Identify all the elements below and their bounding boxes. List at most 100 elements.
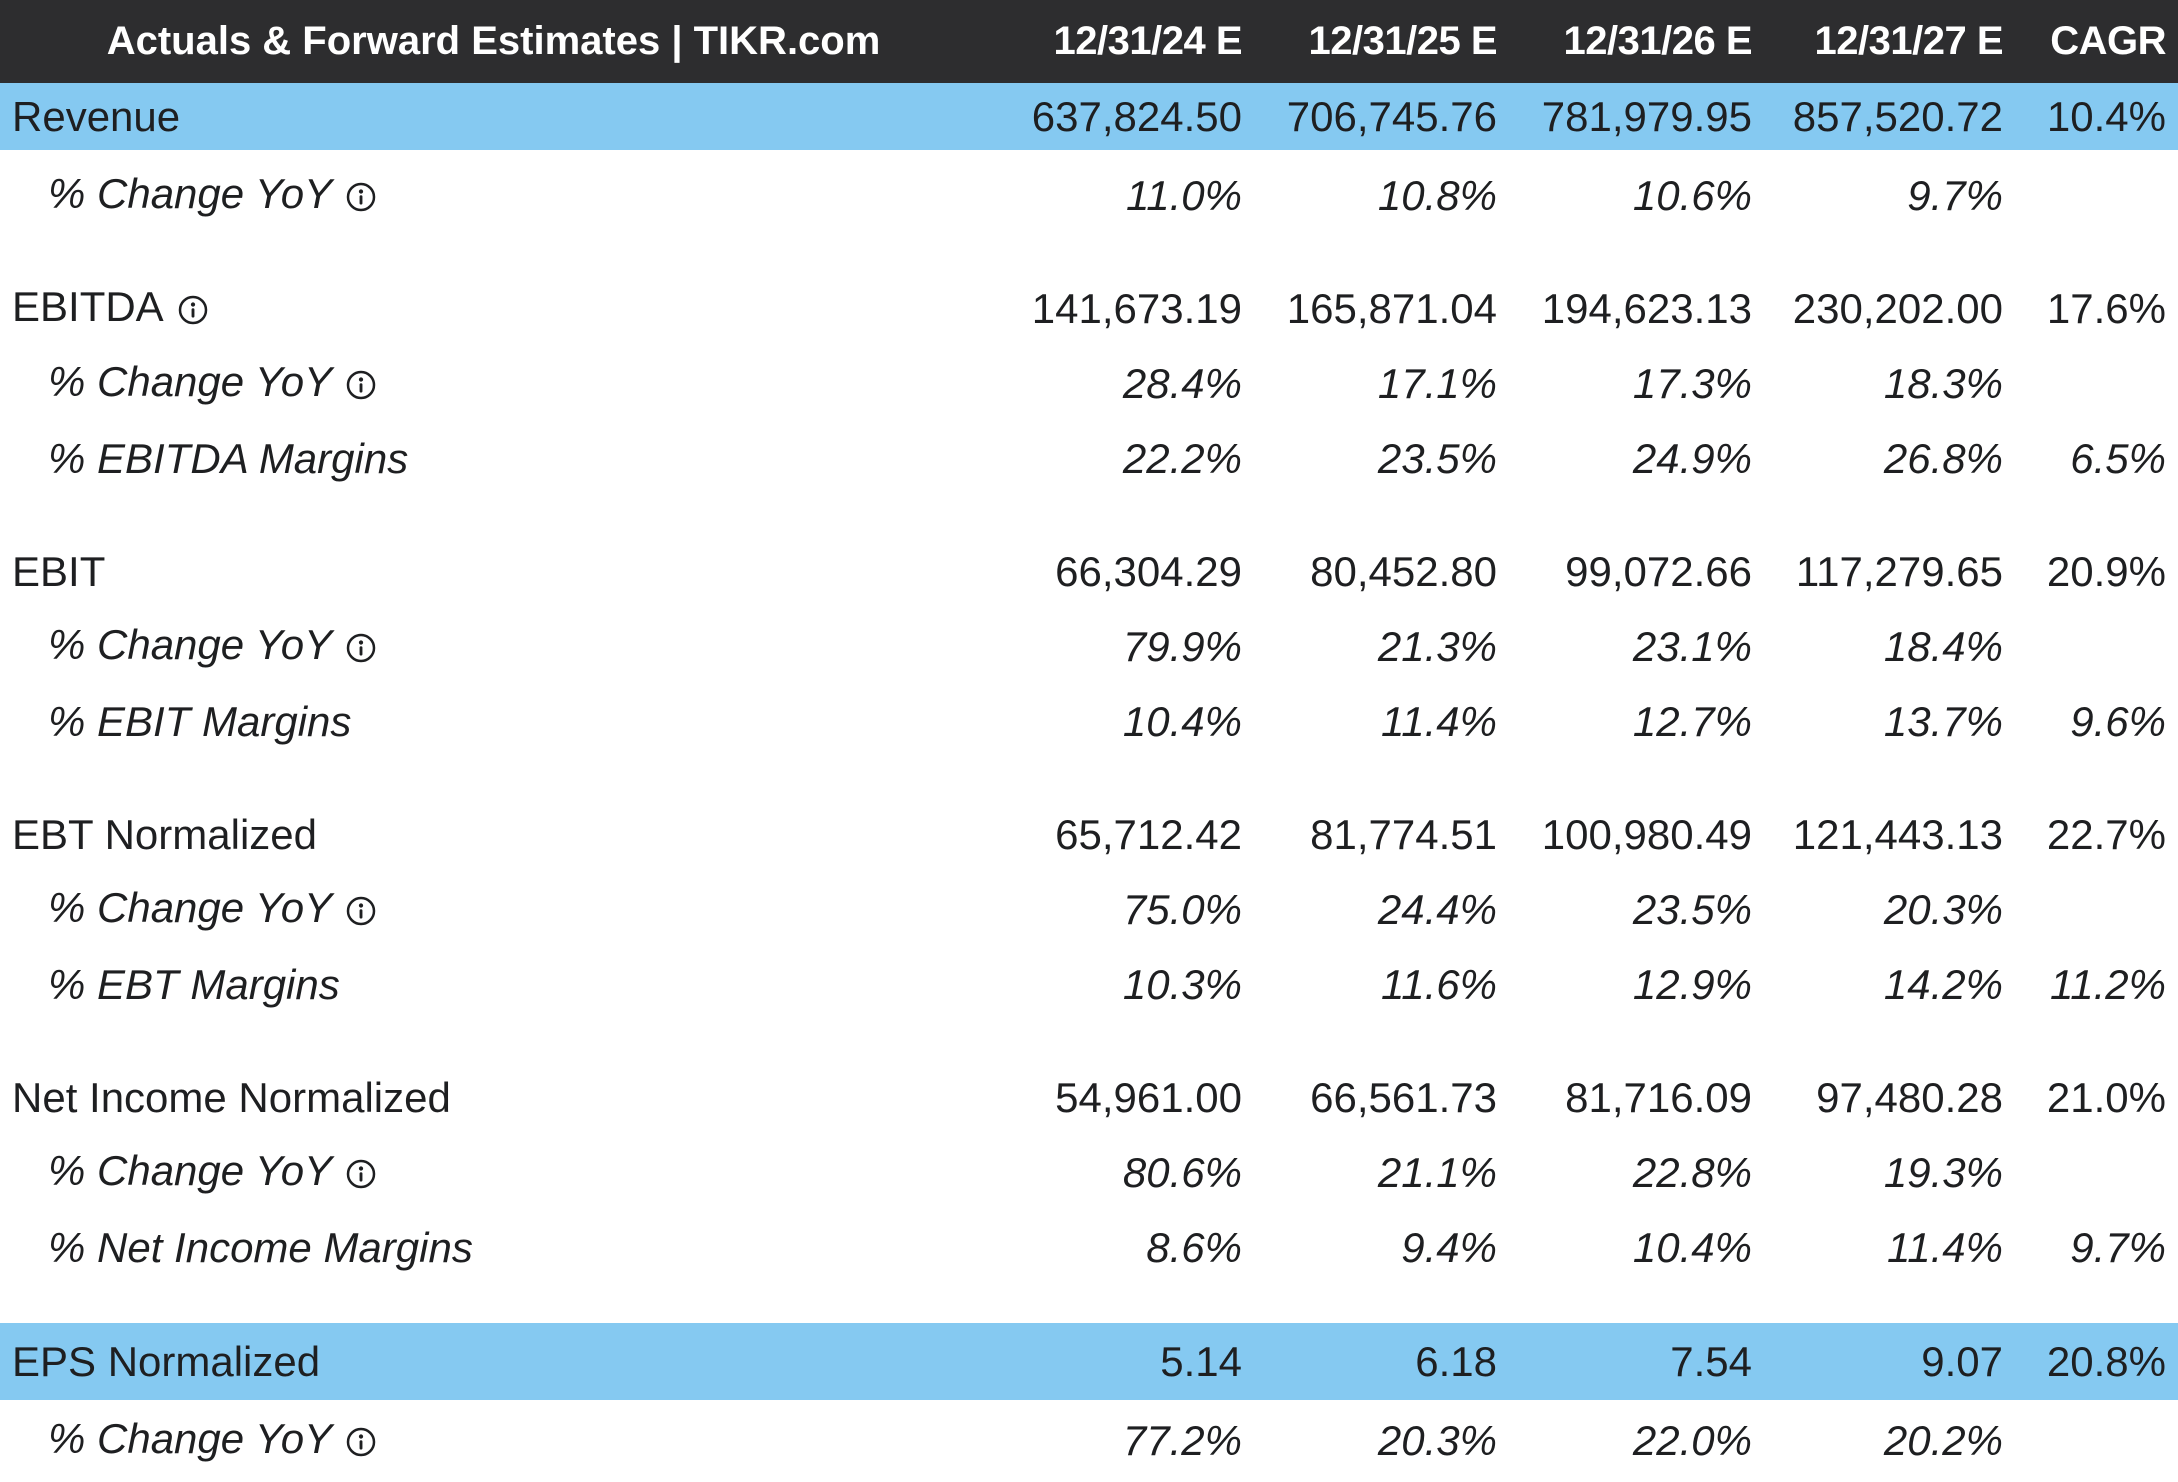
cagr-cell: 22.7% [2046,810,2166,858]
row-label-text: % Change YoY [48,883,333,931]
value-cell: 9.7% [1907,171,2003,219]
value-cell: 14.2% [1883,960,2003,1008]
value-cell: 99,072.66 [1565,547,1752,595]
value-cell: 19.3% [1883,1148,2003,1196]
row-label-text: % Change YoY [48,1415,333,1462]
row-label: % Change YoY [0,158,987,233]
cagr-cell: 6.5% [2070,434,2166,482]
value-cell: 13.7% [1883,697,2003,745]
table-row: % Net Income Margins 8.6% 9.4% 10.4% 11.4% 9.… [0,1210,2178,1285]
value-cell: 11.4% [1381,697,1497,745]
value-cell: 17.1% [1377,359,1497,407]
value-cell: 10.3% [1122,960,1242,1008]
section-spacer-row [0,496,2178,534]
value-cell: 11.6% [1381,960,1497,1008]
value-cell: 81,774.51 [1310,810,1497,858]
value-cell: 20.3% [1883,885,2003,933]
cagr-cell: 9.7% [2070,1223,2166,1271]
table-row: % Change YoY 75.0% 24.4% 23.5% 20.3% [0,872,2178,947]
row-label-text: EBT Normalized [12,810,317,858]
value-cell: 97,480.28 [1816,1073,2003,1121]
value-cell: 141,673.19 [1031,284,1242,332]
info-icon[interactable] [178,287,208,335]
value-cell: 121,443.13 [1792,810,2003,858]
value-cell: 100,980.49 [1541,810,1752,858]
value-cell: 8.6% [1146,1223,1242,1271]
value-cell: 10.4% [1632,1223,1752,1271]
value-cell: 66,561.73 [1310,1073,1497,1121]
cagr-cell: 11.2% [2050,960,2166,1008]
value-cell: 21.3% [1377,622,1497,670]
row-label-text: % EBITDA Margins [48,434,409,482]
row-label-text: % Change YoY [48,620,333,668]
value-cell: 26.8% [1883,434,2003,482]
value-cell: 22.0% [1632,1417,1752,1464]
info-icon[interactable] [346,888,376,936]
column-header-period-2: 12/31/25 E [1242,0,1498,83]
info-icon[interactable] [346,174,376,222]
row-label: % EBT Margins [0,947,987,1022]
cagr-cell [2003,158,2178,233]
table-row: % Change YoY 80.6% 21.1% 22.8% 19.3% [0,1135,2178,1210]
value-cell: 21.1% [1377,1148,1497,1196]
row-label: % Net Income Margins [0,1210,987,1285]
cagr-cell [2003,1135,2178,1210]
table-row: Net Income Normalized 54,961.00 66,561.73 8… [0,1060,2178,1135]
row-label: % EBIT Margins [0,684,987,759]
info-icon[interactable] [346,1419,376,1467]
info-icon[interactable] [346,625,376,673]
spacer [0,496,2178,534]
table-row: EBT Normalized 65,712.42 81,774.51 100,980.… [0,797,2178,872]
table-row: % EBITDA Margins 22.2% 23.5% 24.9% 26.8% 6.5% [0,421,2178,496]
value-cell: 77.2% [1122,1417,1242,1464]
column-header-period-3: 12/31/26 E [1497,0,1753,83]
value-cell: 7.54 [1497,1323,1752,1400]
cagr-cell: 9.6% [2070,697,2166,745]
info-icon[interactable] [346,362,376,410]
table-row: EBIT 66,304.29 80,452.80 99,072.66 117,279.6… [0,534,2178,609]
row-label-text: % Change YoY [48,357,333,405]
cagr-cell: 10.4% [2003,83,2178,158]
info-icon[interactable] [346,1151,376,1199]
row-label-text: % Net Income Margins [48,1223,473,1271]
row-label: Net Income Normalized [0,1060,987,1135]
table-title: Actuals & Forward Estimates | TIKR.com [0,0,987,83]
table-row: % Change YoY 77.2% 20.3% 22.0% 20.2% [0,1400,2178,1482]
cagr-cell [2003,872,2178,947]
row-label: % EBITDA Margins [0,421,987,496]
value-cell: 23.1% [1632,622,1752,670]
value-cell: 5.14 [987,1323,1242,1400]
row-label: Revenue [0,83,987,158]
row-label: EBT Normalized [0,797,987,872]
row-label: % Change YoY [0,609,987,684]
row-label-text: % EBIT Margins [48,697,352,745]
spacer [0,759,2178,797]
value-cell: 10.6% [1632,171,1752,219]
cagr-cell: 21.0% [2046,1073,2166,1121]
value-cell: 10.4% [1122,697,1242,745]
value-cell: 18.4% [1883,622,2003,670]
table-row: % Change YoY 11.0% 10.8% 10.6% 9.7% [0,158,2178,233]
value-cell: 22.8% [1632,1148,1752,1196]
table-row: % EBT Margins 10.3% 11.6% 12.9% 14.2% 11.2% [0,947,2178,1022]
column-header-period-1: 12/31/24 E [987,0,1243,83]
value-cell: 20.2% [1883,1417,2003,1464]
value-cell: 12.7% [1632,697,1752,745]
row-label-text: EPS Normalized [12,1337,321,1385]
row-label: EPS Normalized [0,1323,987,1400]
table-row: % EBIT Margins 10.4% 11.4% 12.7% 13.7% 9.6% [0,684,2178,759]
row-label-text: EBITDA [12,282,164,330]
value-cell: 65,712.42 [1055,810,1242,858]
row-label-text: % Change YoY [48,1146,333,1194]
value-cell: 10.8% [1377,171,1497,219]
column-header-cagr: CAGR [2003,0,2178,83]
value-cell: 6.18 [1242,1323,1497,1400]
value-cell: 66,304.29 [1055,547,1242,595]
row-label-text: % EBT Margins [48,960,340,1008]
row-label: % Change YoY [0,1135,987,1210]
value-cell: 637,824.50 [987,83,1242,158]
row-label: % Change YoY [0,346,987,421]
cagr-cell [2003,1400,2178,1482]
value-cell: 20.3% [1377,1417,1497,1464]
